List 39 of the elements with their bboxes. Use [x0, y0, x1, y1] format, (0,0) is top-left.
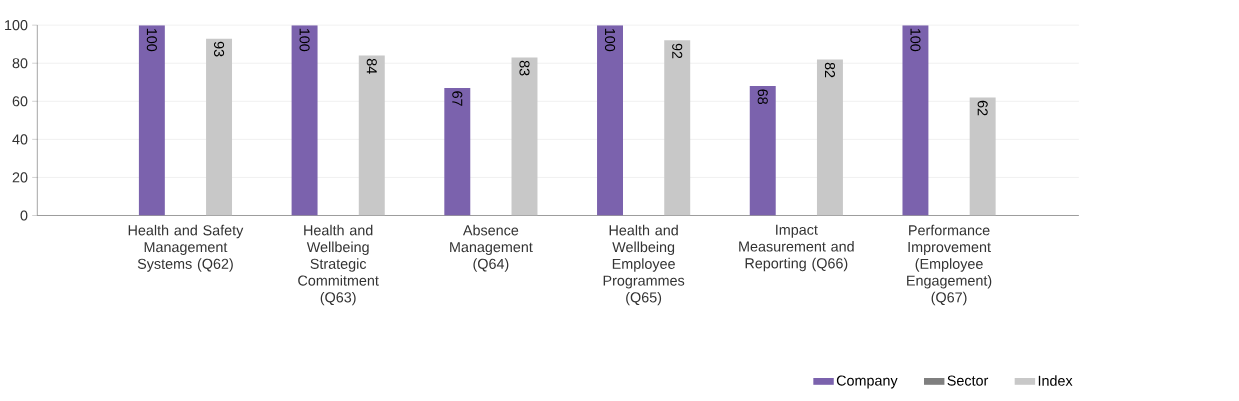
data-label: 83 [519, 60, 530, 76]
y-tick-label: 100 [5, 20, 28, 31]
y-tick-label: 60 [12, 96, 28, 107]
x-tick-label: Health and Wellbeing Employee Programmes (Q65) [603, 224, 685, 306]
y-tick-label: 20 [12, 172, 28, 183]
bar [138, 25, 165, 216]
legend-label: Sector [947, 375, 989, 386]
y-tick-label: 80 [12, 58, 28, 69]
legend-label: Company [836, 375, 898, 389]
data-label: 93 [213, 41, 225, 57]
y-tick-label: 40 [12, 134, 28, 145]
bar [444, 87, 471, 216]
legend-label: Index [1038, 375, 1073, 386]
bar [511, 57, 538, 216]
x-tick-label: Performance Improvement (Employee Engagement) (Q67) [907, 224, 992, 306]
data-label: 68 [757, 89, 768, 105]
x-tick-label: Impact Measurement and Reporting (Q66) [739, 224, 854, 272]
x-tick-label: Absence Management (Q64) [450, 224, 533, 272]
data-label: 92 [672, 43, 683, 59]
data-label: 100 [146, 28, 157, 52]
data-label: 100 [604, 28, 616, 52]
bar [749, 86, 776, 216]
data-label: 82 [824, 62, 836, 78]
y-tick-label: 0 [20, 210, 28, 221]
x-tick-label: Health and Wellbeing Strategic Commitment (Q63) [298, 224, 379, 306]
bar [816, 59, 843, 216]
bar [206, 38, 233, 216]
data-label: 62 [977, 100, 988, 116]
data-label: 100 [299, 28, 310, 52]
bar [358, 55, 385, 216]
bar [969, 97, 996, 216]
x-tick-label: Health and Safety Management Systems (Q62) [128, 224, 244, 272]
data-label: 100 [910, 28, 921, 52]
bar [291, 25, 318, 216]
data-label: 84 [366, 58, 377, 74]
bar [902, 25, 929, 216]
bar [597, 25, 623, 216]
bar [664, 40, 691, 216]
data-label: 67 [452, 91, 463, 106]
